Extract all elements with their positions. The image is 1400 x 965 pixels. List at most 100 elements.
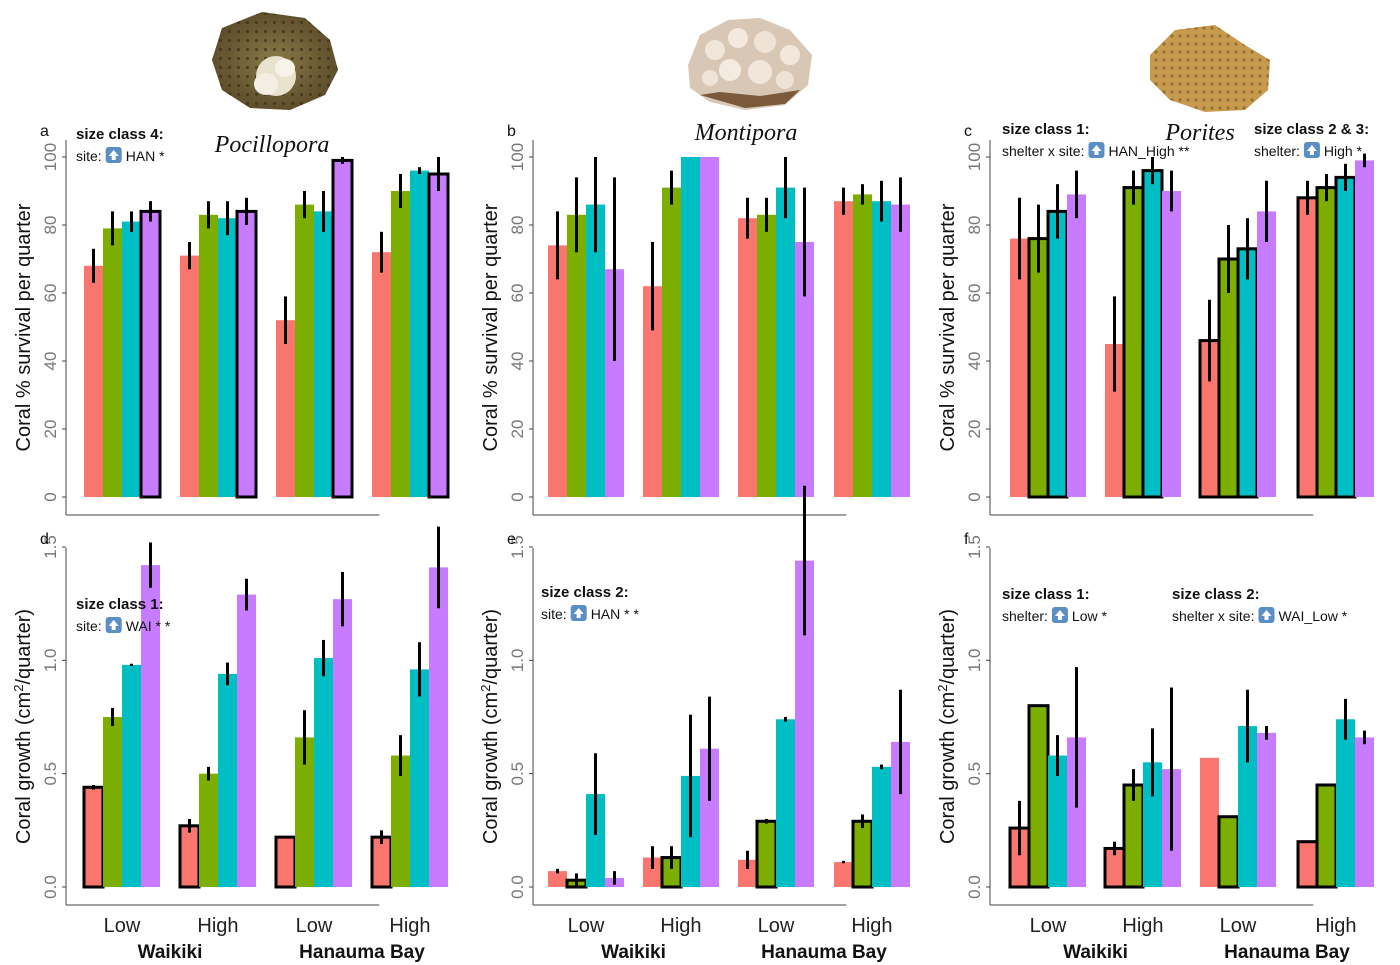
bar	[700, 157, 719, 497]
bar	[1200, 757, 1219, 887]
bar	[872, 201, 891, 497]
bar	[834, 862, 853, 887]
y-tick-label: 20	[508, 420, 527, 439]
bar	[1257, 732, 1276, 887]
bar	[333, 599, 352, 887]
annotation-effect: HAN_High **	[1108, 143, 1189, 159]
bar	[872, 766, 891, 887]
y-tick-label: 0.0	[965, 875, 984, 899]
bar	[122, 221, 141, 497]
panel-a: 0 20 40 60 80 100 Coral % survival per quarter…	[13, 123, 450, 516]
bar	[757, 214, 776, 498]
bar	[427, 172, 450, 499]
y-tick-label: 1.0	[508, 649, 527, 673]
bar	[391, 755, 410, 887]
bar	[391, 191, 410, 497]
bar	[235, 209, 258, 499]
arrow-up-glyph	[108, 620, 119, 630]
arrow-up-glyph	[1091, 145, 1102, 155]
panel-b: 0 20 40 60 80 100 Coral % survival per quarter…	[480, 120, 910, 516]
y-axis-title: Coral % survival per quarter	[13, 203, 35, 451]
y-tick-label: 40	[508, 352, 527, 371]
annotation-text: shelter:	[1002, 608, 1048, 624]
bar	[548, 871, 567, 887]
annotation: size class 2: shelter x site: WAI_Low *	[1172, 586, 1348, 624]
annotation-text: shelter x site:	[1172, 608, 1254, 624]
x-group-label: Hanauma Bay	[761, 942, 887, 963]
bar	[1217, 257, 1240, 499]
y-tick-label: 80	[965, 216, 984, 235]
bar	[180, 255, 199, 497]
panel-letter: d	[40, 531, 49, 548]
bar	[199, 773, 218, 887]
y-tick-label: 100	[508, 143, 527, 171]
bar	[122, 664, 141, 887]
annotation: size class 4: site: HAN *	[76, 126, 165, 164]
bar	[372, 252, 391, 497]
annotation-text: shelter:	[1254, 143, 1300, 159]
x-category-label: High	[389, 915, 430, 937]
bar	[795, 242, 814, 497]
panel-letter: c	[964, 123, 972, 140]
x-group-label: Waikiki	[601, 942, 666, 963]
bar	[1336, 719, 1355, 887]
arrow-up-glyph	[1054, 610, 1065, 620]
annotation-title: size class 2 & 3:	[1254, 121, 1369, 138]
bar	[103, 228, 122, 497]
bar	[295, 204, 314, 497]
annotation-title: size class 2:	[541, 584, 629, 601]
genus-label: Pocillopora	[214, 132, 330, 158]
panel-letter: a	[40, 123, 49, 140]
annotation-effect: Low *	[1072, 608, 1108, 624]
bar	[276, 320, 295, 497]
panel-letter: f	[964, 531, 969, 548]
x-category-label: Low	[1030, 915, 1067, 937]
genus-label: Montipora	[694, 120, 798, 146]
y-tick-label: 1.5	[41, 535, 60, 559]
arrow-up-glyph	[108, 150, 119, 160]
bar	[853, 194, 872, 497]
y-tick-label: 60	[508, 284, 527, 303]
x-category-label: High	[197, 915, 238, 937]
x-category-label: High	[660, 915, 701, 937]
bar	[1105, 344, 1124, 497]
bar	[1122, 186, 1145, 499]
bar	[643, 857, 662, 887]
bar	[370, 835, 393, 889]
bar	[1355, 160, 1374, 497]
y-tick-label: 100	[41, 143, 60, 171]
chart-panels: 0 20 40 60 80 100 Coral % survival per quarter…	[11, 120, 1374, 963]
y-tick-label: 0	[41, 492, 60, 501]
annotation-text: site:	[76, 148, 102, 164]
y-axis-title: Coral growth (cm2/quarter)	[478, 609, 503, 844]
panel-f: 0.0 0.5 1.0 1.5 Coral growth (cm2/quarter) f L…	[935, 531, 1374, 963]
bar	[410, 669, 429, 887]
bar	[586, 204, 605, 497]
bar	[605, 269, 624, 497]
y-tick-label: 1.0	[41, 649, 60, 673]
y-tick-label: 60	[965, 284, 984, 303]
bar	[891, 741, 910, 887]
bar	[755, 819, 778, 889]
y-tick-label: 40	[965, 352, 984, 371]
x-category-label: Low	[758, 915, 795, 937]
annotation-effect: WAI_Low *	[1278, 608, 1347, 624]
bar	[738, 859, 757, 887]
bar	[218, 673, 237, 887]
x-group-label: Waikiki	[1063, 942, 1128, 963]
bar	[643, 286, 662, 497]
bar	[1217, 815, 1240, 889]
bar	[331, 158, 354, 499]
y-tick-label: 1.0	[965, 649, 984, 673]
bar	[891, 204, 910, 497]
bar	[1010, 238, 1029, 497]
bar	[410, 170, 429, 497]
bar	[1296, 196, 1319, 499]
annotation-text: shelter x site:	[1002, 143, 1084, 159]
x-category-label: Low	[568, 915, 605, 937]
y-tick-label: 1.5	[965, 535, 984, 559]
annotation-effect: HAN * *	[591, 606, 640, 622]
bar	[141, 565, 160, 887]
y-tick-label: 80	[41, 216, 60, 235]
y-tick-label: 0.5	[508, 762, 527, 786]
